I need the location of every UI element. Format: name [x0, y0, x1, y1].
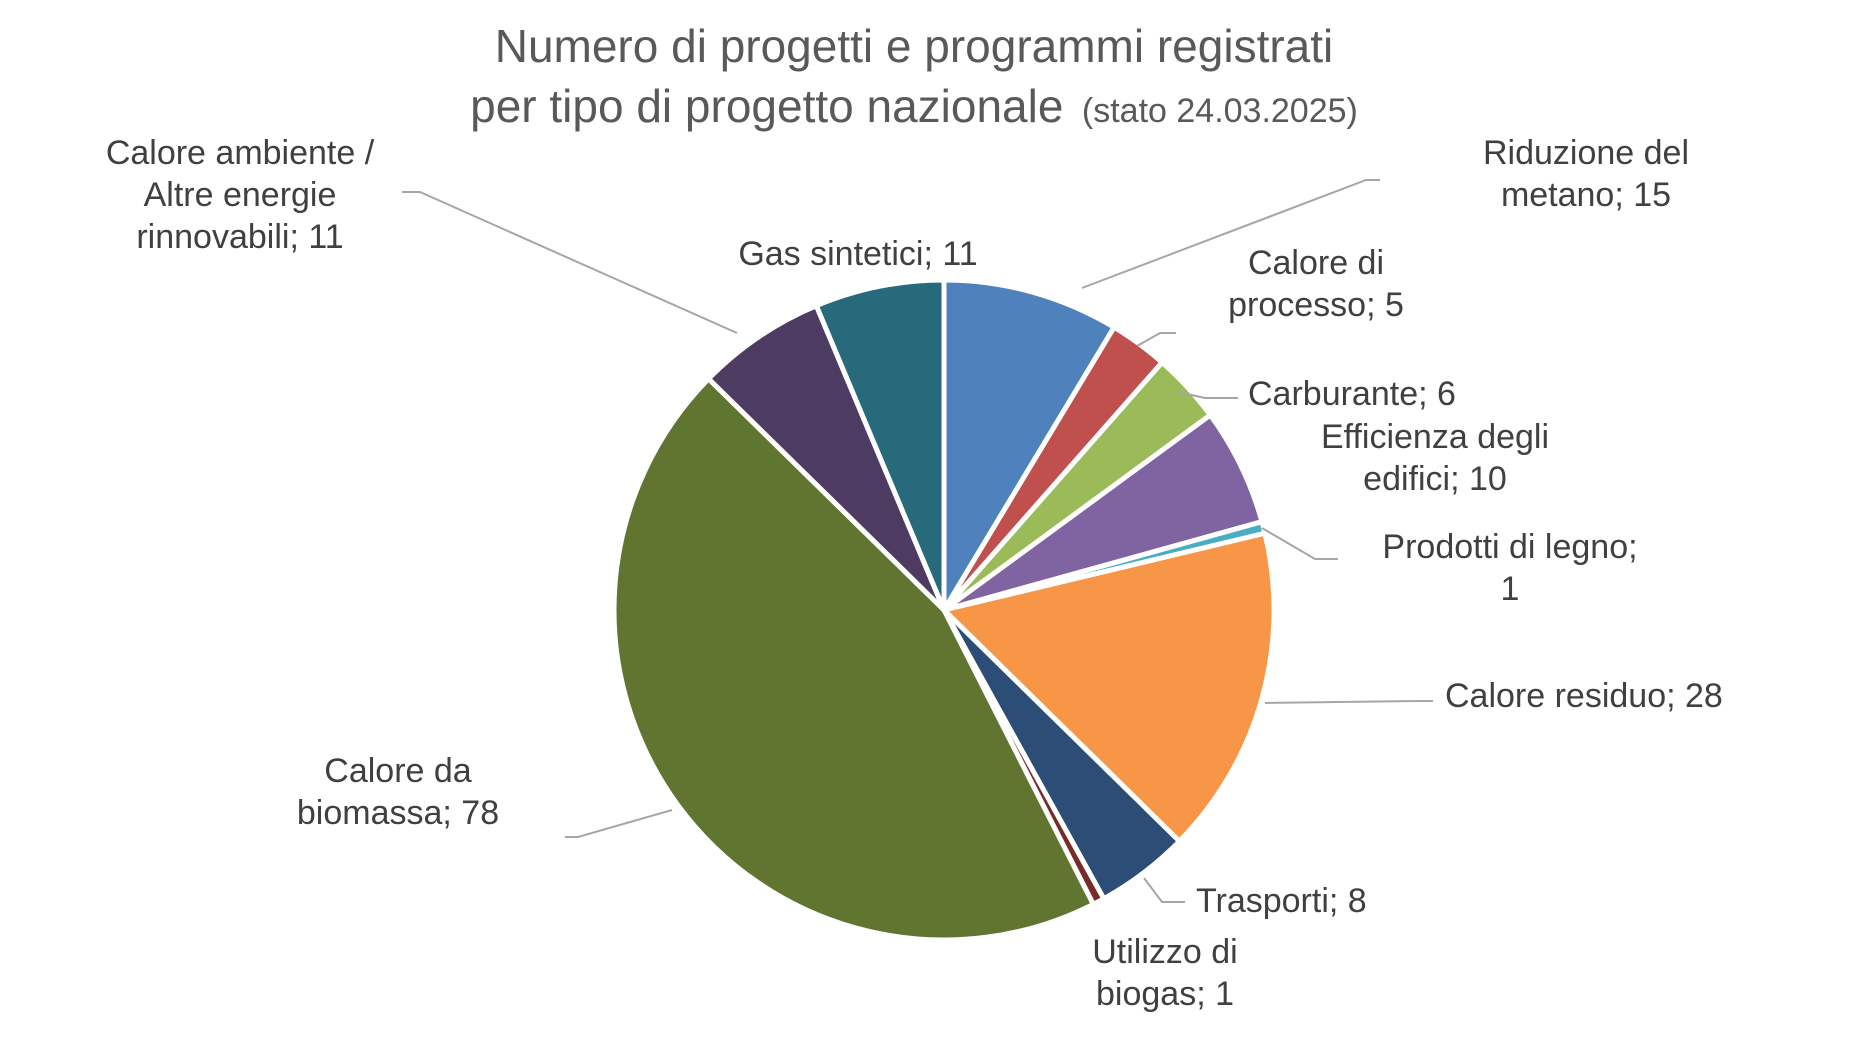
- data-label-line: Calore di: [1248, 244, 1384, 282]
- data-label-carburante: Carburante; 6: [1248, 375, 1456, 413]
- data-label-prodotti-di-legno: Prodotti di legno; 1: [1382, 528, 1637, 608]
- leader-line-riduzione-del-metano: [1081, 179, 1380, 289]
- data-label-line: 1: [1501, 570, 1520, 608]
- leader-line-carburante: [1177, 391, 1238, 399]
- data-label-trasporti: Trasporti; 8: [1196, 882, 1367, 920]
- data-label-calore-ambiente-altre-energie-rinnovabili: Calore ambiente / Altre energie rinnovabil…: [106, 134, 375, 256]
- data-label-line: Utilizzo di: [1092, 933, 1237, 971]
- data-label-line: Riduzione del: [1483, 134, 1689, 172]
- leader-line-trasporti: [1143, 877, 1185, 903]
- chart-title-line-2-main: per tipo di progetto nazionale: [470, 80, 1063, 132]
- pie-slice-gas-sintetici: [813, 277, 947, 613]
- data-label-line: Prodotti di legno;: [1382, 528, 1637, 566]
- label-leader-lines: [402, 179, 1433, 903]
- pie-slice-riduzione-del-metano: [941, 277, 1117, 613]
- data-label-line: Calore residuo; 28: [1445, 677, 1723, 715]
- data-label-line: processo; 5: [1228, 286, 1404, 324]
- leader-line-prodotti-di-legno: [1261, 527, 1338, 560]
- data-label-calore-da-biomassa: Calore da biomassa; 78: [297, 752, 499, 832]
- pie-slice-calore-residuo: [941, 530, 1277, 844]
- data-label-calore-residuo: Calore residuo; 28: [1445, 677, 1723, 715]
- data-label-line: Calore da: [324, 752, 472, 790]
- data-label-line: rinnovabili; 11: [136, 218, 343, 256]
- data-label-line: Carburante; 6: [1248, 375, 1456, 413]
- data-label-utilizzo-di-biogas: Utilizzo di biogas; 1: [1092, 933, 1237, 1013]
- pie-slice-calore-da-biomassa: [611, 376, 1096, 943]
- chart-title-line-2: per tipo di progetto nazionale (stato 24…: [470, 80, 1358, 132]
- leader-line-calore-residuo: [1264, 700, 1433, 704]
- data-label-efficienza-degli-edifici: Efficienza degli edifici; 10: [1321, 418, 1549, 498]
- chart-title-date: (stato 24.03.2025): [1082, 92, 1358, 130]
- leader-line-calore-di-processo: [1136, 332, 1176, 347]
- data-label-line: edifici; 10: [1363, 460, 1507, 498]
- data-label-calore-di-processo: Calore di processo; 5: [1228, 244, 1404, 324]
- data-label-line: metano; 15: [1501, 176, 1671, 214]
- data-label-line: Gas sintetici; 11: [738, 235, 977, 273]
- data-label-line: Calore ambiente /: [106, 134, 375, 172]
- data-label-line: Trasporti; 8: [1196, 882, 1367, 920]
- data-label-line: Efficienza degli: [1321, 418, 1549, 456]
- data-label-line: biomassa; 78: [297, 794, 499, 832]
- chart-title-line-1: Numero di progetti e programmi registrat…: [495, 20, 1334, 72]
- data-label-gas-sintetici: Gas sintetici; 11: [738, 235, 977, 273]
- leader-line-calore-ambiente-altre-energie-rinnovabili: [402, 191, 738, 334]
- data-label-line: biogas; 1: [1096, 975, 1234, 1013]
- pie-slice-calore-ambiente-altre-energie-rinnovabili: [706, 303, 947, 613]
- data-label-riduzione-del-metano: Riduzione del metano; 15: [1483, 134, 1689, 214]
- leader-line-calore-da-biomassa: [565, 809, 673, 838]
- data-label-line: Altre energie: [144, 176, 337, 214]
- pie-slices: [611, 277, 1277, 943]
- data-labels: Riduzione del metano; 15 Calore di processo…: [106, 134, 1723, 1013]
